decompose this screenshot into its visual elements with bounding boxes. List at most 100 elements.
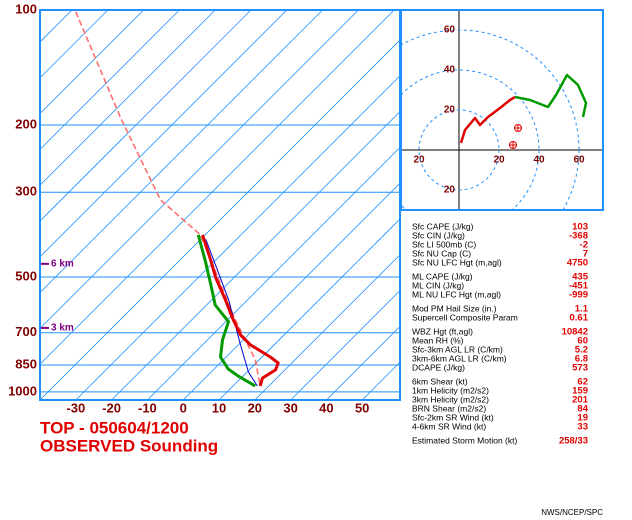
param-value: -2 bbox=[580, 240, 588, 251]
x-tick-label: -20 bbox=[102, 400, 121, 415]
isotherm bbox=[147, 146, 400, 400]
hodo-x-label: 60 bbox=[573, 155, 585, 166]
param-value: 6.8 bbox=[575, 354, 588, 365]
param-label: BRN Shear (m2/s2) bbox=[412, 403, 486, 413]
skewt-data bbox=[74, 11, 280, 388]
param-label: ML CIN (J/kg) bbox=[412, 280, 464, 290]
labels: 100 200 300 500 700 850 1000 -30 -20 -10 0 10 20 30 40… bbox=[8, 1, 589, 446]
param-label: Sfc NU Cap (C) bbox=[412, 248, 471, 258]
y-tick-label: 300 bbox=[15, 184, 37, 199]
param-label: ML CAPE (J/kg) bbox=[412, 271, 473, 281]
param-value: 33 bbox=[577, 422, 588, 433]
x-tick-label: 50 bbox=[355, 400, 369, 415]
isotherm-extra bbox=[40, 39, 400, 400]
isotherm-extra bbox=[40, 10, 180, 150]
storm-motion-marker bbox=[514, 124, 522, 132]
param-value: 4750 bbox=[567, 258, 588, 269]
isotherm bbox=[75, 75, 400, 400]
hodo-trace bbox=[459, 95, 516, 144]
param-label: Supercell Composite Param bbox=[412, 312, 518, 322]
y-tick-label: 850 bbox=[15, 356, 37, 371]
x-tick-label: 20 bbox=[248, 400, 262, 415]
marker-cross bbox=[514, 124, 522, 132]
y-tick-label: 500 bbox=[15, 268, 37, 283]
profile-line bbox=[196, 234, 256, 388]
param-label: Sfc CIN (J/kg) bbox=[412, 230, 465, 240]
param-value: 573 bbox=[572, 363, 588, 374]
param-value: 7 bbox=[583, 249, 588, 260]
hodo-y-label: 40 bbox=[444, 65, 456, 76]
hodo-y-label: 20 bbox=[444, 105, 456, 116]
subtitle: OBSERVED Sounding bbox=[40, 436, 218, 455]
param-label: Mod PM Hail Size (in.) bbox=[412, 303, 497, 313]
param-value: 103 bbox=[572, 222, 588, 233]
param-label: WBZ Hgt (ft,agl) bbox=[412, 326, 473, 336]
param-value: 60 bbox=[577, 336, 588, 347]
isotherm-extra bbox=[40, 10, 109, 79]
isotherm bbox=[290, 290, 400, 400]
y-tick-label: 100 bbox=[15, 1, 37, 16]
param-value: 0.61 bbox=[570, 313, 589, 324]
hodo-trace bbox=[514, 73, 588, 118]
param-label: Sfc NU LFC Hgt (m,agl) bbox=[412, 257, 502, 267]
hodo-ring bbox=[401, 69, 540, 210]
param-value: 159 bbox=[572, 386, 588, 397]
param-value: 5.2 bbox=[575, 345, 588, 356]
isotherm bbox=[254, 254, 400, 400]
x-tick-label: 30 bbox=[283, 400, 297, 415]
param-label: 4-6km SR Wind (kt) bbox=[412, 421, 486, 431]
hodograph-frame bbox=[400, 9, 604, 211]
hodo-y-label: 60 bbox=[444, 25, 456, 36]
marker-cross bbox=[509, 141, 517, 149]
param-value: 258/33 bbox=[559, 436, 588, 447]
hodo-ring bbox=[418, 109, 500, 191]
isotherm-extra bbox=[40, 10, 216, 186]
param-value: 1.1 bbox=[575, 304, 589, 315]
param-value: 435 bbox=[572, 272, 589, 283]
skewt-background bbox=[40, 10, 400, 400]
param-value: 10842 bbox=[562, 327, 588, 338]
param-value: -451 bbox=[569, 281, 589, 292]
profile-line bbox=[201, 234, 280, 387]
param-label: 3km-6km AGL LR (C/km) bbox=[412, 353, 507, 363]
param-label: Sfc LI 500mb (C) bbox=[412, 239, 476, 249]
isotherm-extra bbox=[40, 10, 288, 258]
isotherm bbox=[111, 111, 400, 400]
isotherm-extra bbox=[40, 10, 252, 222]
title: TOP - 050604/1200 bbox=[40, 418, 189, 437]
footer: NWS/NCEP/SPC bbox=[541, 508, 603, 517]
param-label: 6km Shear (kt) bbox=[412, 376, 468, 386]
param-label: 3km Helicity (m2/s2) bbox=[412, 394, 489, 404]
y-tick-label: 700 bbox=[15, 324, 37, 339]
isotherm-extra bbox=[40, 10, 395, 365]
param-value: 19 bbox=[577, 413, 588, 424]
hodo-x-label: 40 bbox=[533, 155, 545, 166]
x-tick-label: 0 bbox=[180, 400, 187, 415]
param-value: -999 bbox=[569, 290, 588, 301]
y-tick-label: 200 bbox=[15, 116, 37, 131]
param-label: Mean RH (%) bbox=[412, 335, 464, 345]
height-label: 6 km bbox=[51, 258, 74, 269]
isotherm bbox=[218, 218, 400, 400]
param-value: -368 bbox=[569, 231, 588, 242]
hodo-y-label: 20 bbox=[444, 185, 456, 196]
param-value: 62 bbox=[577, 377, 588, 388]
param-label: Sfc CAPE (J/kg) bbox=[412, 221, 474, 231]
x-tick-label: 40 bbox=[319, 400, 333, 415]
hodo-ring bbox=[401, 29, 580, 210]
param-value: 84 bbox=[577, 404, 588, 415]
x-tick-label: 10 bbox=[212, 400, 226, 415]
y-tick-label: 1000 bbox=[8, 383, 37, 398]
isotherm bbox=[326, 325, 400, 400]
x-tick-label: -10 bbox=[138, 400, 157, 415]
storm-motion-marker bbox=[509, 141, 517, 149]
param-label: ML NU LFC Hgt (m,agl) bbox=[412, 289, 501, 299]
hodo-x-label: 20 bbox=[493, 155, 505, 166]
height-label: 3 km bbox=[51, 323, 74, 334]
param-label: Sfc-3km AGL LR (C/km) bbox=[412, 344, 503, 354]
isotherm-extra bbox=[40, 10, 144, 115]
isotherm bbox=[182, 182, 400, 400]
profile-line bbox=[205, 239, 258, 387]
